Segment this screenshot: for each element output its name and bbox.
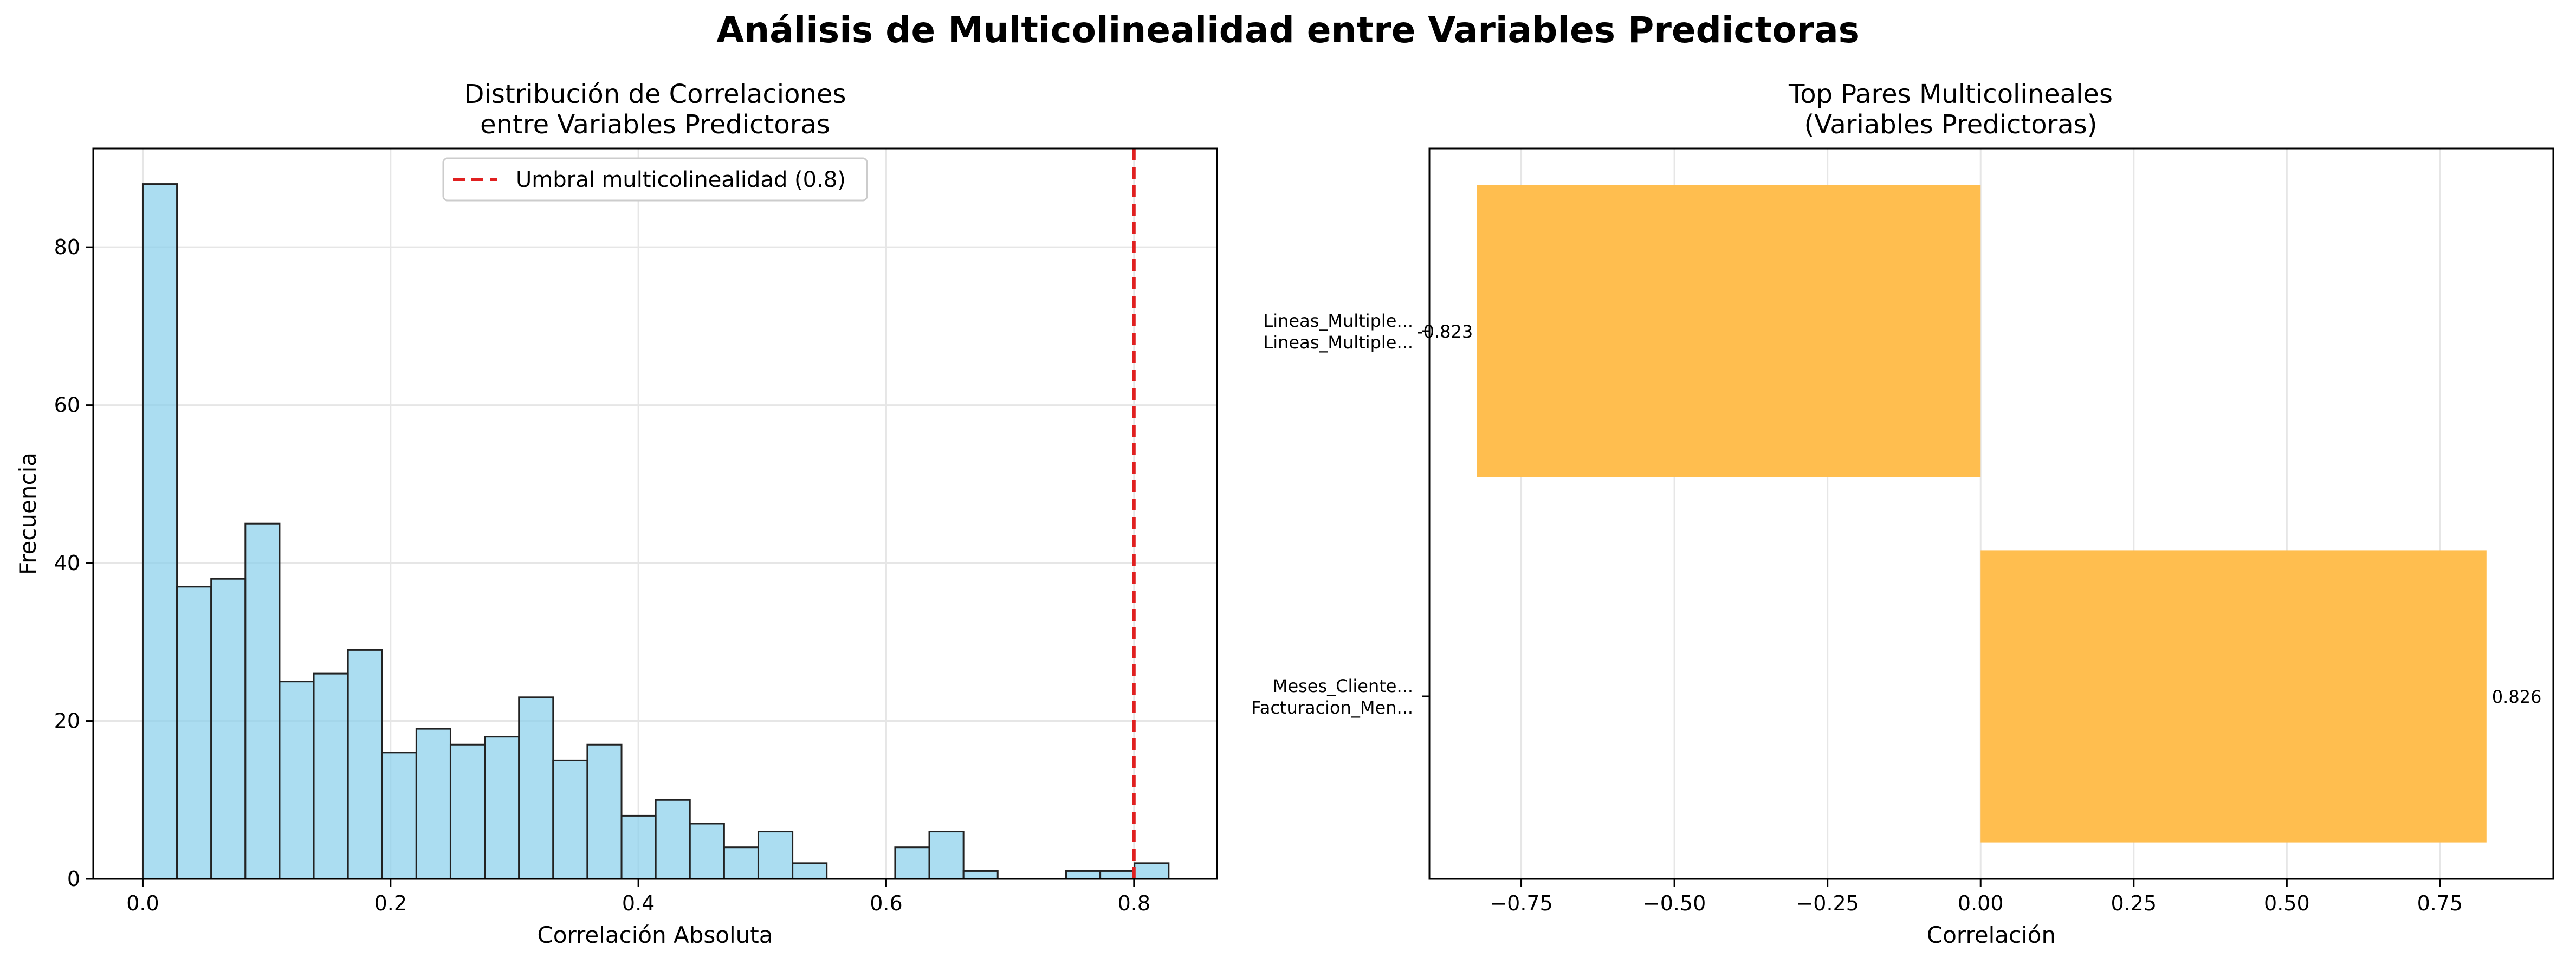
- pairs-xtick-label: 0.25: [2111, 891, 2157, 915]
- histogram-bars: [141, 183, 1170, 880]
- pairs-xtick-label: 0.75: [2417, 891, 2463, 915]
- histogram-ylabel: Frecuencia: [15, 452, 41, 575]
- histogram-bar: [792, 862, 828, 880]
- pairs-frame: [1428, 147, 2554, 880]
- histogram-bar: [347, 649, 383, 880]
- histogram-bar: [1065, 870, 1102, 880]
- pairs-xlabel: Correlación: [1927, 922, 2056, 948]
- legend-box: [442, 157, 868, 202]
- pairs-title-line-1: Top Pares Multicolineales: [1788, 79, 2113, 109]
- histogram-xtick-label: 0.8: [1118, 891, 1150, 915]
- histogram-bar: [415, 728, 451, 880]
- histogram-bar: [244, 522, 281, 880]
- histogram-bar: [484, 736, 520, 880]
- histogram-xtick-label: 0.0: [126, 891, 159, 915]
- pairs-bar: [1477, 185, 1981, 477]
- histogram-legend: Umbral multicolinealidad (0.8): [442, 157, 868, 202]
- histogram-xtick-label: 0.6: [870, 891, 902, 915]
- histogram-bar: [518, 696, 554, 880]
- histogram-bar: [1099, 870, 1136, 880]
- histogram-bar: [757, 831, 794, 880]
- histogram-bar: [141, 183, 178, 880]
- histogram-xtick-label: 0.2: [374, 891, 407, 915]
- histogram-bar: [620, 814, 657, 880]
- histogram-title-line-1: Distribución de Correlaciones: [464, 79, 846, 109]
- pairs-axes: Top Pares Multicolineales (Variables Pre…: [1251, 79, 2554, 948]
- histogram-bar: [928, 831, 965, 880]
- histogram-bar: [689, 823, 725, 880]
- histogram-bar: [962, 870, 999, 880]
- pairs-ytick-label: Lineas_Multiple...: [1263, 332, 1413, 353]
- histogram-bar: [381, 752, 417, 880]
- histogram-bar: [176, 586, 212, 880]
- pairs-bar: [1980, 550, 2487, 843]
- histogram-bar: [723, 846, 759, 880]
- figure-title: Análisis de Multicolinealidad entre Vari…: [716, 9, 1860, 51]
- histogram-bar: [449, 743, 486, 880]
- histogram-xlabel: Correlación Absoluta: [537, 922, 773, 948]
- histogram-ytick-label: 40: [54, 551, 80, 575]
- pairs-ytick-label: Meses_Cliente...: [1273, 676, 1413, 696]
- pairs-value-label: 0.826: [2492, 687, 2542, 707]
- pairs-ticks: −0.75 −0.50 −0.25 0.00 0.25 0.50 0.75 Lineas_Mu…: [1251, 310, 2463, 915]
- histogram-bar: [279, 681, 315, 880]
- histogram-ytick-label: 60: [54, 393, 80, 417]
- pairs-xtick-label: −0.25: [1796, 891, 1859, 915]
- histogram-frame: [92, 147, 1218, 880]
- histogram-title-line-2: entre Variables Predictoras: [480, 109, 830, 140]
- histogram-bar: [313, 672, 349, 880]
- histogram-bar: [552, 759, 588, 880]
- histogram-bar: [1134, 862, 1170, 880]
- pairs-xtick-label: 0.00: [1958, 891, 2004, 915]
- pairs-ytick-label: Lineas_Multiple...: [1263, 310, 1413, 331]
- histogram-bar: [894, 846, 930, 880]
- histogram-ytick-label: 80: [54, 235, 80, 259]
- legend-threshold-label: Umbral multicolinealidad (0.8): [516, 167, 846, 192]
- histogram-axes: Distribución de Correlaciones entre Vari…: [15, 79, 1218, 948]
- pairs-xtick-label: −0.50: [1643, 891, 1706, 915]
- histogram-bar: [210, 578, 247, 880]
- histogram-ticks: 0.0 0.2 0.4 0.6 0.8 0 20 40 60 80: [54, 235, 1150, 915]
- histogram-ytick-label: 0: [67, 867, 80, 891]
- histogram-ytick-label: 20: [54, 709, 80, 733]
- pairs-title-line-2: (Variables Predictoras): [1804, 109, 2098, 140]
- pairs-xtick-label: −0.75: [1490, 891, 1552, 915]
- pairs-xtick-label: 0.50: [2264, 891, 2310, 915]
- histogram-xtick-label: 0.4: [622, 891, 655, 915]
- pairs-ytick-label: Facturacion_Men...: [1251, 697, 1413, 718]
- histogram-bar: [655, 799, 691, 880]
- histogram-bar: [586, 743, 623, 880]
